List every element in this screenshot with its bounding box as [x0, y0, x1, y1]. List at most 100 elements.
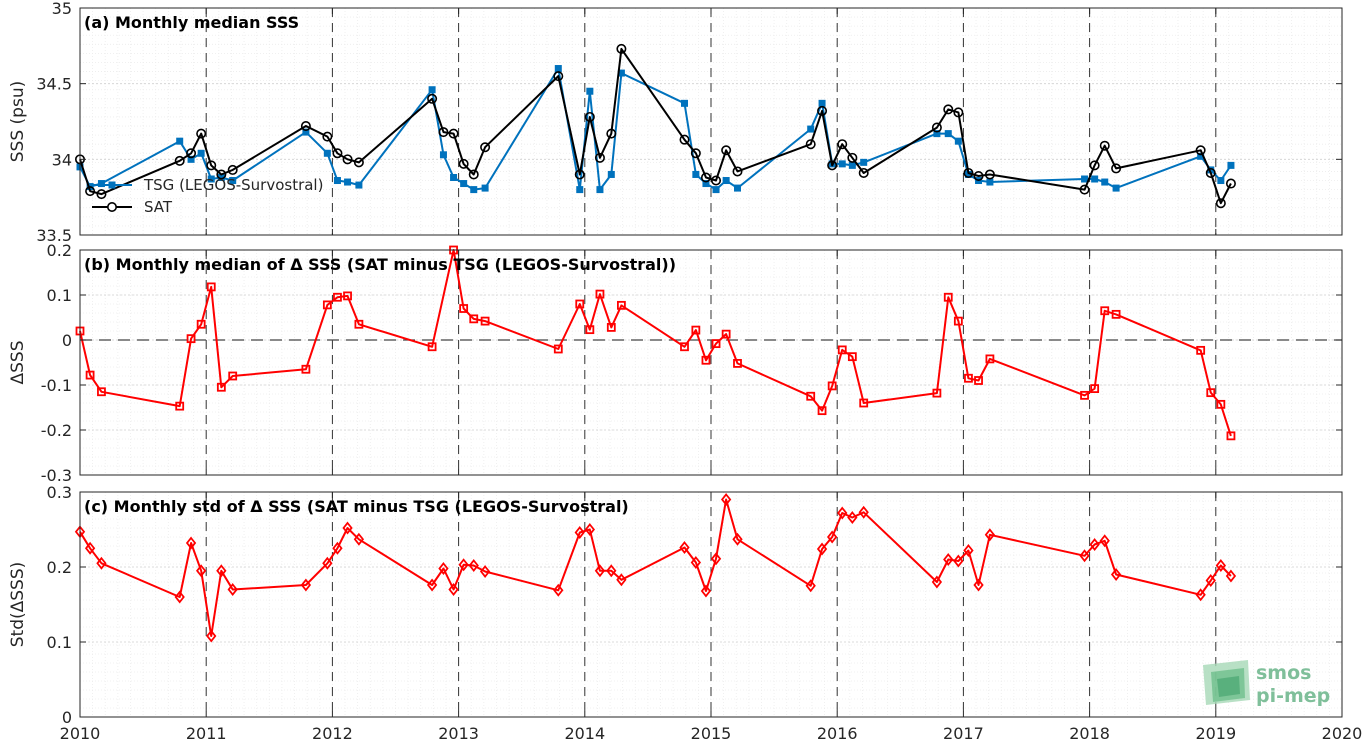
panel-b-series-0-point	[301, 364, 311, 374]
panel-a-series-1-point	[438, 127, 449, 138]
smos-pi-mep-logo: smos pi-mep	[1203, 660, 1330, 707]
panel-a-series-1-point	[574, 169, 585, 180]
panel-a-series-1-point	[606, 128, 617, 139]
panel-b-ytick-label: 0	[62, 331, 72, 350]
panel-b-series-0-point	[964, 373, 973, 383]
panel-a-series-1-point	[553, 71, 564, 82]
panel-b-series-0-point	[196, 319, 206, 329]
panel-b-ytick-label: 0.2	[47, 241, 72, 260]
panel-c-series-0-point	[837, 506, 848, 520]
panel-a-series-0-point	[692, 170, 700, 178]
panel-c-series-0-point	[594, 564, 606, 578]
panel-a-series-1-point	[427, 93, 438, 104]
panel-c-series-0-point	[710, 552, 722, 566]
panel-a-series-0-line	[79, 67, 1232, 191]
legend-tsg-label: TSG (LEGOS-Survostral)	[143, 176, 323, 194]
panel-a-series-0-point	[1197, 152, 1205, 160]
panel-c-series-0-point	[206, 629, 217, 643]
panel-a-series-1-point	[943, 104, 954, 115]
panel-c-series-0-point	[1079, 549, 1090, 563]
panel-a-series-0-point	[1112, 184, 1120, 192]
panel-a-series-1-point	[196, 128, 207, 139]
panel-a-series-1-point	[458, 158, 469, 169]
panel-c-xtick-label: 2017	[943, 724, 984, 743]
panel-c-series-0-point	[216, 564, 227, 578]
panel-a-series-0-point	[860, 158, 868, 166]
panel-a-series-0-point	[607, 170, 615, 178]
panel-b-series-0-point	[216, 382, 226, 392]
panel-c-series-0-point	[943, 553, 954, 566]
panel-a-series-0-point	[944, 130, 952, 138]
panel-c-series-0-point	[227, 583, 238, 596]
panel-c-series-0-point	[931, 575, 943, 589]
panel-c-std-delta-sss: (c) Monthly std of Δ SSS (SAT minus TSG …	[8, 483, 1362, 743]
panel-c-series-0-point	[574, 526, 585, 539]
panel-a-series-0-point	[964, 170, 972, 178]
panel-c-ytick-label: 0.1	[47, 633, 72, 652]
panel-a-series-0-point	[217, 173, 225, 181]
panel-b-series-0-point	[1090, 384, 1100, 394]
panel-a-series-1-point	[847, 152, 858, 163]
panel-c-series-0-point	[458, 558, 469, 572]
panel-a-series-1-point	[300, 121, 311, 132]
panel-b-series-0-point	[322, 300, 332, 310]
panel-b-series-0-point	[1226, 431, 1236, 441]
panel-c-ytick-label: 0	[62, 708, 72, 727]
panel-c-xtick-label: 2015	[691, 724, 732, 743]
panel-c-xtick-label: 2012	[312, 724, 353, 743]
panel-b-series-0-point	[1206, 388, 1216, 398]
panel-a-series-1-point	[186, 148, 197, 159]
legend: TSG (LEGOS-Survostral) SAT	[92, 176, 323, 216]
legend-sat-marker	[107, 202, 118, 213]
panel-c-series-0-point	[816, 542, 828, 556]
panel-c-series-0-point	[342, 521, 353, 535]
panel-c-title: (c) Monthly std of Δ SSS (SAT minus TSG …	[84, 497, 629, 516]
panel-b-series-0-point	[837, 345, 847, 355]
panel-a-series-0-point	[450, 173, 458, 181]
panel-c-series-0-point	[195, 564, 207, 578]
panel-a-series-0-point	[1207, 166, 1215, 174]
panel-a-series-1-point	[216, 169, 227, 180]
panel-a-series-1-point	[805, 139, 816, 150]
panel-b-series-0-point	[427, 342, 437, 352]
panel-a-series-1-point	[584, 111, 595, 122]
panel-c-xtick-label: 2016	[817, 724, 858, 743]
panel-a-series-0-point	[986, 178, 994, 186]
panel-b-series-0-point	[985, 354, 995, 364]
panel-c-series-0-point	[353, 532, 365, 546]
panel-b-series-0-point	[97, 387, 106, 397]
panel-a-series-0-point	[344, 178, 352, 186]
panel-a-series-1-point	[679, 134, 690, 145]
panel-a-series-0-point	[586, 87, 594, 95]
panel-a-series-1-point	[711, 175, 722, 186]
panel-a-series-1-point	[700, 172, 711, 183]
panel-b-series-0-point	[1111, 309, 1121, 319]
panel-a-series-1-point	[448, 128, 459, 139]
panel-c-series-0-point	[700, 584, 712, 598]
panel-c-ytick-label: 0.3	[47, 483, 72, 502]
panel-a-series-1-point	[963, 167, 974, 178]
panel-a-series-1-point	[1079, 184, 1090, 195]
panel-a-series-1-point	[1111, 163, 1122, 174]
panel-b-series-0-point	[859, 398, 869, 408]
panel-a-series-1-point	[732, 166, 743, 177]
panel-a-series-0-point	[848, 161, 856, 169]
panel-b-ytick-label: -0.2	[41, 421, 72, 440]
panel-a-series-1-point	[1089, 160, 1100, 171]
panel-a-series-0-point	[617, 69, 625, 77]
panel-a-title: (a) Monthly median SSS	[84, 13, 299, 32]
panel-a-series-1-point	[1205, 167, 1216, 178]
panel-a-series-1-point	[973, 170, 984, 181]
panel-a-series-0-point	[702, 180, 710, 188]
panel-b-series-0-point	[943, 292, 953, 302]
panel-a-ytick-label: 35	[52, 0, 72, 18]
legend-tsg-marker	[108, 181, 116, 189]
panel-c-xtick-label: 2020	[1322, 724, 1363, 743]
panel-c-series-0-point	[826, 530, 838, 544]
panel-a-ytick-label: 34	[52, 150, 72, 169]
panel-a-series-1-point	[1195, 145, 1206, 156]
panel-a-series-0-point	[734, 184, 742, 192]
panel-a-series-1-point	[174, 155, 185, 166]
panel-c-series-0-point	[300, 578, 312, 592]
panel-a-series-1-point	[594, 152, 605, 163]
